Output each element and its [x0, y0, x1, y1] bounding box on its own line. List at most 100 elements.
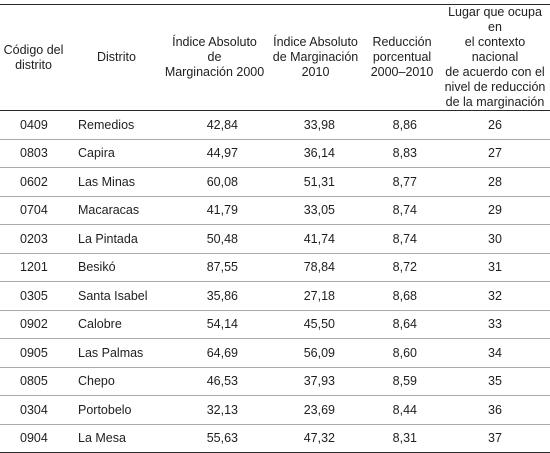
header-reduction: Reducción porcentual 2000–2010: [364, 5, 440, 111]
table-row: 1201 Besikó 87,55 78,84 8,72 31: [0, 253, 550, 282]
cell-index-2000: 60,08: [206, 174, 238, 189]
header-rank: Lugar que ocupa en el contexto nacional …: [440, 5, 550, 111]
header-code-line: Código del: [3, 42, 64, 57]
cell-index-2010: 33,05: [303, 203, 335, 218]
header-rank-line: de acuerdo con el: [445, 65, 545, 79]
header-index-2010-line: 2010: [301, 65, 330, 79]
cell-district: Santa Isabel: [78, 288, 148, 303]
header-index-2010-line: de Marginación: [272, 50, 359, 64]
header-row: Código del distrito Distrito Índice Abso…: [0, 4, 550, 111]
cell-rank: 31: [488, 260, 502, 275]
cell-index-2010: 45,50: [303, 317, 335, 332]
cell-index-2000: 55,63: [206, 431, 238, 446]
cell-code: 0805: [20, 374, 48, 389]
cell-reduction: 8,77: [392, 174, 417, 189]
cell-rank: 30: [488, 231, 502, 246]
cell-rank: 26: [488, 117, 502, 132]
header-district: Distrito: [67, 5, 162, 111]
cell-rank: 36: [488, 402, 502, 417]
cell-district: Macaracas: [78, 203, 140, 218]
cell-code: 1201: [20, 260, 48, 275]
cell-code: 0602: [20, 174, 48, 189]
cell-index-2010: 41,74: [303, 231, 335, 246]
cell-code: 0902: [20, 317, 48, 332]
marginalization-table: Código del distrito Distrito Índice Abso…: [0, 4, 550, 453]
table-row: 0409 Remedios 42,84 33,98 8,86 26: [0, 111, 550, 139]
cell-code: 0409: [20, 117, 48, 132]
cell-index-2000: 41,79: [206, 203, 238, 218]
cell-index-2010: 47,32: [303, 431, 335, 446]
cell-index-2010: 33,98: [303, 117, 335, 132]
document-page: Código del distrito Distrito Índice Abso…: [0, 4, 550, 453]
cell-rank: 32: [488, 288, 502, 303]
cell-reduction: 8,74: [392, 231, 417, 246]
cell-district: La Pintada: [78, 231, 138, 246]
table-row: 0304 Portobelo 32,13 23,69 8,44 36: [0, 396, 550, 424]
cell-code: 0203: [20, 231, 48, 246]
cell-rank: 35: [488, 374, 502, 389]
cell-rank: 29: [488, 203, 502, 218]
cell-index-2000: 54,14: [206, 317, 238, 332]
cell-rank: 33: [488, 317, 502, 332]
cell-reduction: 8,68: [392, 288, 417, 303]
cell-index-2010: 37,93: [303, 374, 335, 389]
cell-reduction: 8,59: [392, 374, 417, 389]
table-body: 0409 Remedios 42,84 33,98 8,86 26 0803 Capira 44…: [0, 111, 550, 453]
cell-reduction: 8,86: [392, 117, 417, 132]
header-index-2010-line: Índice Absoluto: [273, 35, 358, 49]
header-reduction-line: porcentual: [372, 50, 432, 64]
cell-reduction: 8,60: [392, 345, 417, 360]
table-row: 0203 La Pintada 50,48 41,74 8,74 30: [0, 225, 550, 253]
cell-rank: 27: [488, 146, 502, 161]
cell-code: 0304: [20, 402, 48, 417]
header-index-2000: Índice Absoluto de Marginación 2000: [162, 5, 267, 111]
cell-index-2000: 64,69: [206, 345, 238, 360]
cell-code: 0904: [20, 431, 48, 446]
cell-index-2000: 87,55: [206, 260, 238, 275]
cell-district: Las Minas: [78, 174, 135, 189]
cell-code: 0905: [20, 345, 48, 360]
cell-district: La Mesa: [78, 431, 126, 446]
header-rank-line: nivel de reducción: [444, 80, 546, 94]
cell-index-2010: 56,09: [303, 345, 335, 360]
header-rank-line: Lugar que ocupa en: [448, 5, 542, 34]
cell-index-2000: 35,86: [206, 288, 238, 303]
header-reduction-line: 2000–2010: [370, 65, 434, 79]
cell-index-2000: 42,84: [206, 117, 238, 132]
header-rank-line: de la marginación: [445, 95, 545, 109]
header-district-line: Distrito: [97, 50, 136, 64]
cell-index-2000: 46,53: [206, 374, 238, 389]
header-rank-line: el contexto nacional: [464, 35, 526, 64]
table-row: 0902 Calobre 54,14 45,50 8,64 33: [0, 310, 550, 339]
header-reduction-line: Reducción: [372, 35, 432, 49]
cell-district: Chepo: [78, 374, 115, 389]
cell-district: Remedios: [78, 117, 135, 132]
cell-reduction: 8,72: [392, 260, 417, 275]
cell-index-2000: 50,48: [206, 231, 238, 246]
cell-index-2000: 44,97: [206, 146, 238, 161]
cell-reduction: 8,74: [392, 203, 417, 218]
header-index-2010: Índice Absoluto de Marginación 2010: [267, 5, 364, 111]
cell-index-2010: 36,14: [303, 146, 335, 161]
header-index-2000-line: Marginación 2000: [164, 65, 265, 79]
cell-rank: 37: [488, 431, 502, 446]
table-row: 0905 Las Palmas 64,69 56,09 8,60 34: [0, 339, 550, 367]
cell-district: Capira: [78, 146, 115, 161]
table-row: 0803 Capira 44,97 36,14 8,83 27: [0, 139, 550, 168]
header-index-2000-line: Índice Absoluto de: [172, 35, 257, 64]
cell-rank: 34: [488, 345, 502, 360]
cell-index-2010: 27,18: [303, 288, 335, 303]
cell-reduction: 8,83: [392, 146, 417, 161]
table-row: 0305 Santa Isabel 35,86 27,18 8,68 32: [0, 282, 550, 310]
cell-district: Portobelo: [78, 402, 132, 417]
cell-code: 0704: [20, 203, 48, 218]
table-row: 0704 Macaracas 41,79 33,05 8,74 29: [0, 196, 550, 225]
table-row: 0805 Chepo 46,53 37,93 8,59 35: [0, 367, 550, 396]
cell-reduction: 8,64: [392, 317, 417, 332]
cell-rank: 28: [488, 174, 502, 189]
table-row: 0904 La Mesa 55,63 47,32 8,31 37: [0, 424, 550, 453]
cell-code: 0803: [20, 146, 48, 161]
cell-district: Las Palmas: [78, 345, 144, 360]
cell-index-2000: 32,13: [206, 402, 238, 417]
cell-district: Calobre: [78, 317, 122, 332]
